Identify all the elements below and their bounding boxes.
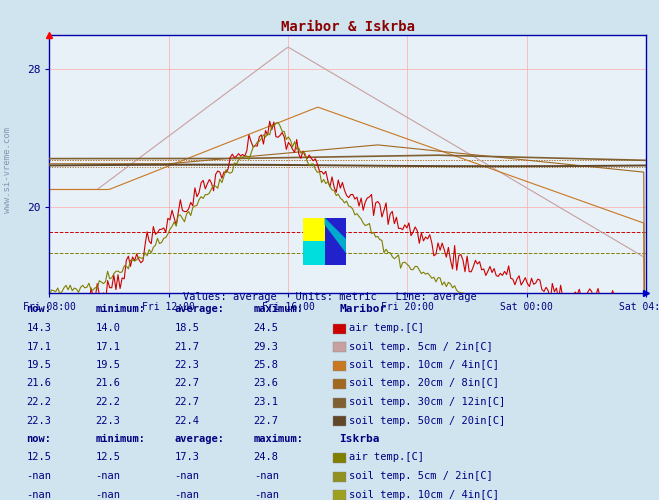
- Text: air temp.[C]: air temp.[C]: [349, 323, 424, 333]
- Text: maximum:: maximum:: [254, 304, 304, 314]
- Text: 22.2: 22.2: [96, 397, 121, 407]
- Text: www.si-vreme.com: www.si-vreme.com: [3, 127, 13, 213]
- Text: soil temp. 5cm / 2in[C]: soil temp. 5cm / 2in[C]: [349, 471, 493, 481]
- Text: 24.5: 24.5: [254, 323, 279, 333]
- Text: 14.0: 14.0: [96, 323, 121, 333]
- Text: 19.5: 19.5: [26, 360, 51, 370]
- Text: soil temp. 10cm / 4in[C]: soil temp. 10cm / 4in[C]: [349, 360, 500, 370]
- Text: 23.1: 23.1: [254, 397, 279, 407]
- Text: -nan: -nan: [254, 471, 279, 481]
- Text: maximum:: maximum:: [254, 434, 304, 444]
- Text: now:: now:: [26, 304, 51, 314]
- Text: 22.4: 22.4: [175, 416, 200, 426]
- Text: 17.3: 17.3: [175, 452, 200, 462]
- Text: now:: now:: [26, 434, 51, 444]
- Text: Maribor: Maribor: [339, 304, 387, 314]
- Text: soil temp. 20cm / 8in[C]: soil temp. 20cm / 8in[C]: [349, 378, 500, 388]
- Text: 21.6: 21.6: [26, 378, 51, 388]
- Text: -nan: -nan: [175, 471, 200, 481]
- Text: 22.3: 22.3: [175, 360, 200, 370]
- Text: average:: average:: [175, 304, 225, 314]
- Text: Iskrba: Iskrba: [339, 434, 380, 444]
- Text: soil temp. 30cm / 12in[C]: soil temp. 30cm / 12in[C]: [349, 397, 505, 407]
- Text: 22.7: 22.7: [175, 397, 200, 407]
- Text: 18.5: 18.5: [175, 323, 200, 333]
- Text: -nan: -nan: [96, 490, 121, 500]
- Text: 22.7: 22.7: [254, 416, 279, 426]
- Text: 29.3: 29.3: [254, 342, 279, 351]
- Text: minimum:: minimum:: [96, 304, 146, 314]
- Text: soil temp. 10cm / 4in[C]: soil temp. 10cm / 4in[C]: [349, 490, 500, 500]
- Text: 22.2: 22.2: [26, 397, 51, 407]
- Text: 12.5: 12.5: [26, 452, 51, 462]
- Text: -nan: -nan: [175, 490, 200, 500]
- Text: -nan: -nan: [254, 490, 279, 500]
- Text: 23.6: 23.6: [254, 378, 279, 388]
- Text: 14.3: 14.3: [26, 323, 51, 333]
- Text: 17.1: 17.1: [26, 342, 51, 351]
- Text: -nan: -nan: [26, 490, 51, 500]
- Bar: [303, 242, 325, 265]
- Text: 22.7: 22.7: [175, 378, 200, 388]
- Text: soil temp. 50cm / 20in[C]: soil temp. 50cm / 20in[C]: [349, 416, 505, 426]
- Text: 21.7: 21.7: [175, 342, 200, 351]
- Title: Maribor & Iskrba: Maribor & Iskrba: [281, 20, 415, 34]
- Text: -nan: -nan: [96, 471, 121, 481]
- Text: 21.6: 21.6: [96, 378, 121, 388]
- Text: 17.1: 17.1: [96, 342, 121, 351]
- Text: air temp.[C]: air temp.[C]: [349, 452, 424, 462]
- Text: 12.5: 12.5: [96, 452, 121, 462]
- Text: 24.8: 24.8: [254, 452, 279, 462]
- Text: Values: average   Units: metric   Line: average: Values: average Units: metric Line: aver…: [183, 292, 476, 302]
- Text: average:: average:: [175, 434, 225, 444]
- Text: 19.5: 19.5: [96, 360, 121, 370]
- Text: minimum:: minimum:: [96, 434, 146, 444]
- Text: 22.3: 22.3: [26, 416, 51, 426]
- Bar: [303, 218, 325, 242]
- Text: 22.3: 22.3: [96, 416, 121, 426]
- Text: soil temp. 5cm / 2in[C]: soil temp. 5cm / 2in[C]: [349, 342, 493, 351]
- Bar: [325, 218, 346, 265]
- Text: 25.8: 25.8: [254, 360, 279, 370]
- Text: -nan: -nan: [26, 471, 51, 481]
- Polygon shape: [325, 218, 346, 253]
